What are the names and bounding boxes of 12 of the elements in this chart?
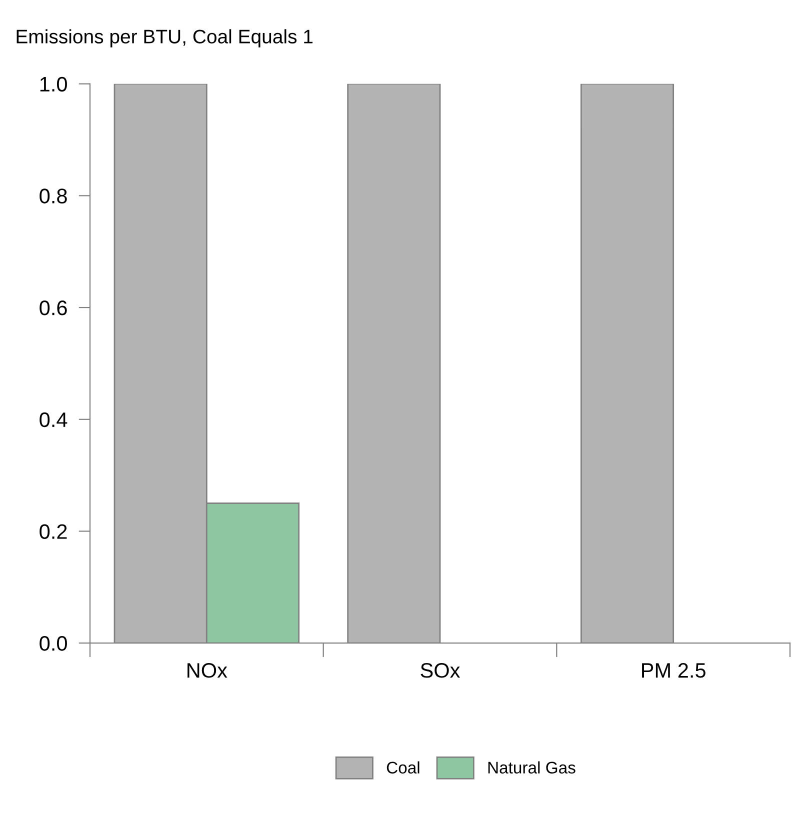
y-tick-label: 0.0 — [40, 636, 67, 651]
y-tick-label: 0.4 — [40, 412, 68, 428]
x-tick-label: SOx — [420, 663, 460, 678]
chart-title: Emissions per BTU, Coal Equals 1 — [16, 29, 313, 48]
legend-label: Coal — [386, 761, 420, 774]
y-tick-label: 0.8 — [40, 188, 67, 204]
x-tick-label: PM 2.5 — [642, 663, 706, 678]
y-tick-label: 0.2 — [40, 524, 67, 539]
y-tick-label: 1.0 — [40, 76, 67, 92]
x-tick-label: NOx — [188, 663, 228, 678]
y-tick-label: 0.6 — [40, 300, 67, 316]
legend-label: Natural Gas — [488, 761, 576, 774]
